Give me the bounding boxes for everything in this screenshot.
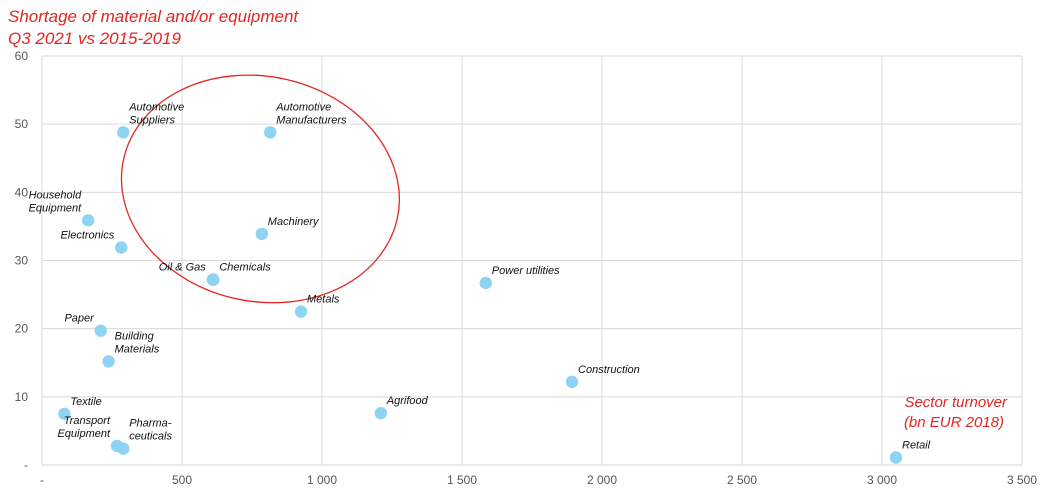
- y-tick-label: 50: [15, 117, 29, 131]
- point-label: Electronics: [60, 230, 114, 242]
- point-label: Metals: [307, 294, 340, 306]
- data-point: [374, 406, 387, 420]
- chart-title-line-2: Q3 2021 vs 2015-2019: [8, 29, 181, 48]
- data-point: [102, 355, 115, 368]
- point-label: Machinery: [268, 216, 320, 228]
- point-label: Suppliers: [129, 114, 175, 126]
- y-tick-label: -: [24, 458, 28, 472]
- point-label: Household: [29, 189, 82, 201]
- chart-title-line-1: Shortage of material and/or equipment: [8, 7, 299, 26]
- data-point: [117, 126, 130, 139]
- point-label: ceuticals: [129, 431, 172, 443]
- point-label: Equipment: [29, 202, 83, 214]
- point-label: Transport: [64, 415, 111, 427]
- data-point: [255, 227, 268, 241]
- y-tick-label: 10: [15, 390, 29, 404]
- x-tick-label: 500: [172, 473, 192, 487]
- highlight-layer: [120, 74, 400, 304]
- point-label: Equipment: [57, 428, 111, 440]
- y-tick-label: 20: [15, 322, 29, 336]
- x-tick-label: 1 000: [307, 473, 337, 487]
- gridlines: [41, 55, 1023, 466]
- y-tick-label: 40: [15, 185, 29, 199]
- y-tick-label: 60: [15, 49, 29, 63]
- data-point: [479, 276, 492, 290]
- point-label: Retail: [902, 440, 931, 452]
- point-label: Textile: [70, 396, 101, 408]
- point-label: Automotive: [128, 101, 184, 113]
- data-point: [207, 273, 220, 286]
- x-tick-label: 1 500: [447, 473, 477, 487]
- point-label: Automotive: [275, 101, 331, 113]
- point-label: Agrifood: [386, 395, 429, 407]
- x-axis-title-line-2: (bn EUR 2018): [903, 414, 1004, 431]
- x-tick-label: 3 000: [867, 473, 897, 487]
- data-point: [58, 407, 71, 421]
- x-tick-label: 2 500: [727, 473, 757, 487]
- data-point: [117, 442, 130, 455]
- point-label: Pharma-: [129, 418, 172, 430]
- x-axis-title-line-1: Sector turnover: [904, 394, 1007, 411]
- x-tick-label: 3 500: [1007, 473, 1037, 487]
- data-point: [264, 126, 277, 139]
- point-label: Manufacturers: [276, 114, 347, 126]
- data-point: [94, 324, 108, 337]
- point-label: Paper: [64, 313, 95, 325]
- point-label: Building: [115, 330, 155, 342]
- point-label: Construction: [578, 364, 640, 376]
- x-tick-label: -: [40, 473, 44, 487]
- data-point: [889, 451, 903, 464]
- data-points: AutomotiveSuppliersAutomotiveManufacture…: [29, 101, 931, 464]
- point-label: Oil & Gas: [159, 262, 207, 274]
- data-point: [82, 214, 95, 227]
- point-label: Power utilities: [492, 265, 560, 277]
- data-point: [115, 241, 128, 254]
- point-label: Chemicals: [219, 262, 271, 274]
- highlight-ellipse: [120, 74, 400, 304]
- data-point: [294, 305, 308, 318]
- point-label: Materials: [115, 343, 160, 355]
- y-tick-label: 30: [15, 254, 29, 268]
- x-tick-label: 2 000: [587, 473, 617, 487]
- data-point: [565, 375, 579, 389]
- axis-ticks: - 10 20 30 40 50 60 - 500 1 000 1 500 2 000 2 500 3 0…: [15, 49, 1038, 487]
